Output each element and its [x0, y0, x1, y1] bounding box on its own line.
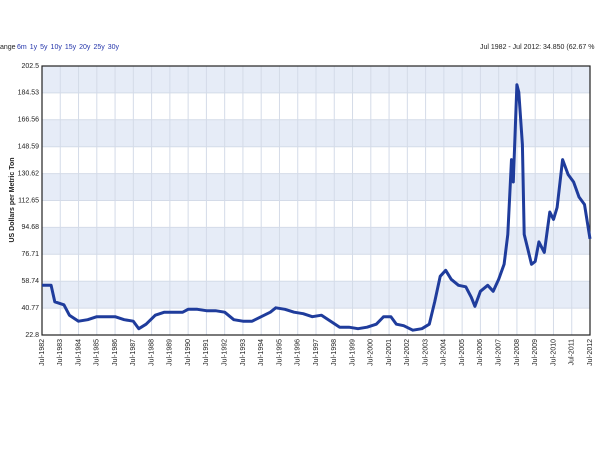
x-tick-label: Jul-1999	[349, 339, 356, 366]
x-tick-label: Jul-2003	[422, 339, 429, 366]
x-tick-label: Jul-1996	[295, 339, 302, 366]
x-tick-label: Jul-2004	[441, 339, 448, 366]
x-tick-label: Jul-1983	[57, 339, 64, 366]
x-tick-label: Jul-1997	[313, 339, 320, 366]
y-tick-label: 76.71	[21, 251, 39, 258]
y-axis-label: US Dollars per Metric Ton	[9, 157, 16, 242]
y-tick-label: 22.8	[25, 332, 39, 339]
y-tick-label: 184.53	[18, 90, 40, 97]
x-tick-label: Jul-1993	[240, 339, 247, 366]
x-tick-label: Jul-1987	[130, 339, 137, 366]
y-tick-label: 40.77	[21, 305, 39, 312]
x-tick-label: Jul-1998	[331, 339, 338, 366]
y-tick-label: 112.65	[18, 197, 39, 204]
y-tick-label: 58.74	[21, 278, 39, 285]
range-link[interactable]: 25y	[93, 44, 105, 51]
x-tick-label: Jul-1982	[39, 339, 46, 366]
x-tick-label: Jul-2010	[550, 339, 557, 366]
x-tick-label: Jul-1992	[222, 339, 229, 366]
x-tick-label: Jul-1986	[112, 339, 119, 366]
x-tick-label: Jul-2011	[569, 339, 576, 365]
x-tick-label: Jul-1995	[276, 339, 283, 366]
plot-border	[41, 65, 591, 336]
x-tick-label: Jul-2001	[386, 339, 393, 366]
range-link[interactable]: 15y	[65, 44, 77, 51]
x-tick-label: Jul-2000	[368, 339, 375, 366]
range-link[interactable]: 20y	[79, 44, 91, 51]
x-tick-label: Jul-2008	[514, 339, 521, 366]
x-tick-label: Jul-1985	[94, 339, 101, 366]
x-tick-label: Jul-1988	[148, 339, 155, 366]
y-tick-label: 202.5	[21, 63, 39, 70]
x-tick-label: Jul-2009	[532, 339, 539, 366]
x-tick-label: Jul-1989	[167, 339, 174, 366]
summary: Jul 1982 - Jul 2012: 34.850 (62.67 %	[480, 44, 594, 51]
range-link[interactable]: 10y	[51, 44, 63, 51]
x-tick-label: Jul-1984	[75, 339, 82, 366]
x-tick-label: Jul-2005	[459, 339, 466, 366]
y-tick-label: 148.59	[18, 144, 40, 151]
range-link[interactable]: 1y	[30, 44, 38, 51]
y-tick-label: 166.56	[18, 117, 40, 124]
x-tick-label: Jul-1994	[258, 339, 265, 366]
range-link[interactable]: 5y	[40, 44, 48, 51]
x-tick-label: Jul-2007	[496, 339, 503, 366]
price-line	[42, 83, 592, 332]
x-tick-label: Jul-1990	[185, 339, 192, 366]
y-tick-label: 94.68	[21, 224, 39, 231]
x-tick-label: Jul-2002	[404, 339, 411, 366]
x-tick-label: Jul-1991	[203, 339, 210, 366]
x-tick-label: Jul-2006	[477, 339, 484, 366]
range-label: ange	[0, 44, 16, 51]
x-tick-label: Jul-2012	[587, 339, 594, 366]
y-tick-label: 130.62	[18, 170, 40, 177]
range-link[interactable]: 6m	[17, 44, 27, 51]
range-link[interactable]: 30y	[108, 44, 120, 51]
